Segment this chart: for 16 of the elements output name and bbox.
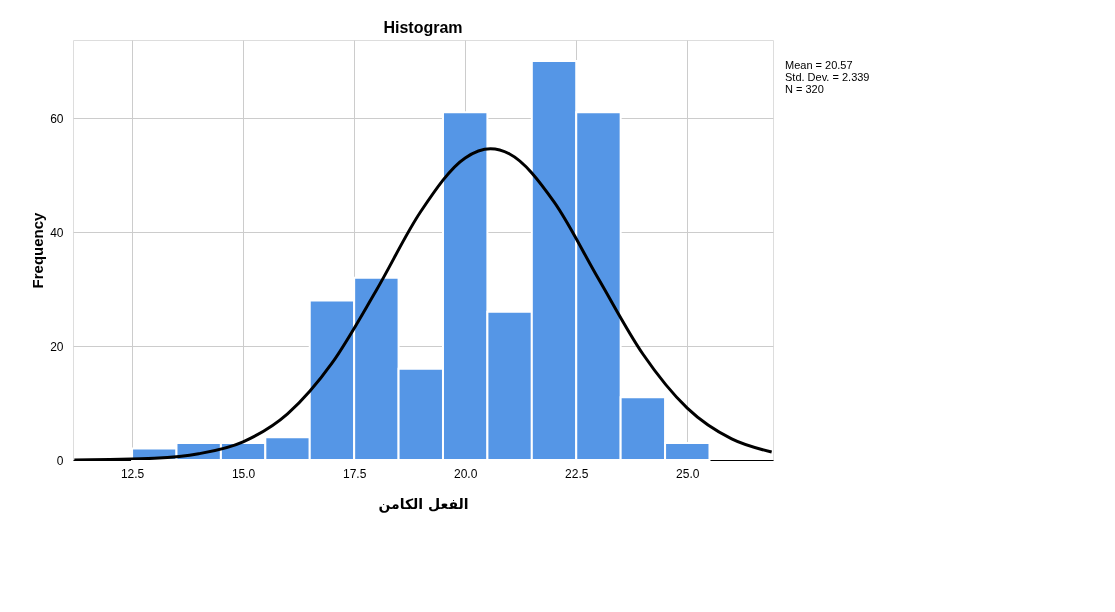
text: Mean = 20.57 [785,59,853,71]
text: Std. Dev. = 2.339 [785,71,870,83]
x-tick-label: 25.0 [676,466,700,481]
y-axis-title: Frequency [29,211,47,289]
y-tick-label: 0 [56,453,64,468]
x-tick-label: 12.5 [120,466,145,481]
y-tick-label: 20 [50,339,64,354]
chart-title: Histogram [383,19,463,36]
y-tick-label: 60 [50,111,64,126]
x-tick-label: 22.5 [565,466,589,481]
x-tick-label: 20.0 [454,466,478,481]
x-axis-title: الفعل الكامن [378,495,469,513]
text: N = 320 [785,83,824,95]
y-tick-label: 40 [50,225,64,240]
x-tick-label: 17.5 [342,466,367,481]
x-tick-label: 15.0 [231,466,256,481]
